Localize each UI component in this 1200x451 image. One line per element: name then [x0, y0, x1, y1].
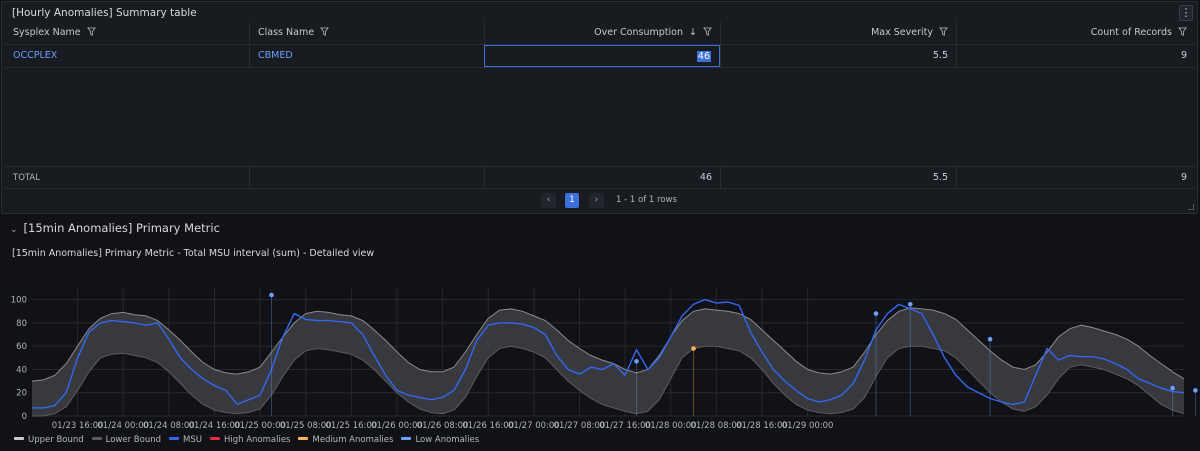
x-tick-label: 01/27 08:00	[554, 421, 606, 431]
legend-swatch	[169, 437, 180, 440]
lower-bound-line	[32, 345, 1185, 417]
pagination-info: 1 - 1 of 1 rows	[616, 195, 677, 205]
legend-label: Lower Bound	[105, 435, 162, 445]
y-tick-label: 80	[16, 319, 27, 329]
x-tick-label: 01/28 16:00	[736, 421, 788, 431]
low-anomaly-point	[987, 336, 993, 342]
x-tick-label: 01/28 08:00	[691, 421, 743, 431]
prev-page-button[interactable]: ‹	[541, 193, 556, 208]
x-tick-label: 01/27 16:00	[599, 421, 651, 431]
y-tick-label: 100	[11, 296, 27, 306]
column-header-over-consumption[interactable]: Over Consumption ↓	[484, 22, 720, 44]
filter-icon[interactable]	[939, 27, 948, 36]
column-label: Sysplex Name	[13, 27, 81, 38]
column-label: Count of Records	[1090, 27, 1172, 38]
legend-label: Low Anomalies	[415, 435, 480, 445]
legend-swatch	[209, 437, 220, 440]
y-tick-label: 60	[16, 342, 27, 352]
x-tick-label: 01/24 08:00	[143, 421, 195, 431]
footer-count: 9	[956, 167, 1195, 189]
y-tick-label: 20	[16, 389, 27, 399]
legend-label: High Anomalies	[223, 435, 291, 445]
legend-item-lower-bound[interactable]: Lower Bound	[91, 435, 162, 445]
sort-desc-icon[interactable]: ↓	[689, 27, 697, 38]
column-label: Over Consumption	[594, 27, 683, 38]
column-header-count[interactable]: Count of Records	[956, 22, 1195, 44]
low-anomaly-point	[1193, 388, 1198, 393]
row-section-header[interactable]: ⌄ [15min Anomalies] Primary Metric	[10, 221, 220, 235]
legend-label: Medium Anomalies	[312, 435, 394, 445]
x-tick-label: 01/24 16:00	[189, 421, 241, 431]
footer-empty	[249, 167, 484, 189]
low-anomaly-point	[269, 292, 274, 298]
upper-bound-line	[31, 307, 1185, 382]
filter-icon[interactable]	[1178, 27, 1187, 36]
cell-class-link[interactable]: CBMED	[249, 45, 484, 67]
panel-title: [Hourly Anomalies] Summary table	[12, 7, 197, 19]
low-anomaly-point	[907, 301, 913, 307]
column-label: Class Name	[258, 27, 315, 38]
filter-icon[interactable]	[703, 27, 712, 36]
pagination: ‹ 1 › 1 - 1 of 1 rows	[2, 193, 1199, 209]
chart-legend: Upper Bound Lower Bound MSU High Anomalies M…	[14, 435, 487, 447]
column-header-class[interactable]: Class Name	[249, 22, 484, 44]
footer-max-severity: 5.5	[720, 167, 956, 189]
legend-item-high-anomalies[interactable]: High Anomalies	[209, 435, 291, 445]
cell-sysplex-link[interactable]: OCCPLEX	[13, 50, 58, 61]
column-header-max-severity[interactable]: Max Severity	[720, 22, 956, 44]
legend-item-medium-anomalies[interactable]: Medium Anomalies	[298, 435, 393, 445]
page-1-button[interactable]: 1	[565, 193, 579, 208]
x-tick-label: 01/24 00:00	[97, 421, 149, 431]
msu-line	[32, 298, 1185, 409]
x-tick-label: 01/26 00:00	[371, 421, 423, 431]
cell-over-consumption[interactable]: 46	[484, 45, 720, 67]
legend-label: Upper Bound	[28, 435, 84, 445]
legend-item-upper-bound[interactable]: Upper Bound	[14, 435, 84, 445]
x-tick-label: 01/23 16:00	[52, 421, 104, 431]
footer-label: TOTAL	[13, 173, 40, 183]
x-tick-label: 01/26 08:00	[417, 421, 469, 431]
table-header-row: Sysplex Name Class Name Over Consumption…	[5, 22, 1195, 45]
y-tick-label: 40	[16, 365, 27, 375]
table-footer-row: TOTAL 46 5.5 9	[5, 166, 1195, 189]
cell-value: 46	[696, 51, 711, 62]
filter-icon[interactable]	[86, 27, 96, 36]
filter-icon[interactable]	[320, 27, 330, 36]
low-anomaly-point	[634, 359, 639, 364]
x-tick-label: 01/28 00:00	[645, 421, 697, 431]
chevron-down-icon[interactable]: ⌄	[10, 225, 18, 235]
panel-resize-handle[interactable]	[1188, 204, 1194, 210]
legend-swatch	[298, 437, 309, 440]
medium-anomaly-point	[691, 346, 696, 351]
legend-item-low-anomalies[interactable]: Low Anomalies	[401, 435, 479, 445]
x-tick-label: 01/25 16:00	[326, 421, 378, 431]
cell-max-severity: 5.5	[720, 45, 956, 67]
y-tick-label: 0	[22, 412, 27, 422]
footer-over-consumption: 46	[484, 167, 720, 189]
chart-panel-title: [15min Anomalies] Primary Metric - Total…	[12, 248, 375, 259]
low-anomaly-point	[1170, 385, 1175, 391]
x-tick-label: 01/25 08:00	[280, 421, 332, 431]
legend-swatch	[14, 437, 24, 440]
column-label: Max Severity	[871, 27, 933, 38]
legend-swatch	[401, 437, 412, 440]
row-section-title: [15min Anomalies] Primary Metric	[23, 221, 220, 235]
summary-table-panel: [Hourly Anomalies] Summary table ⋮ Syspl…	[1, 1, 1198, 214]
legend-swatch	[91, 437, 102, 440]
legend-label: MSU	[183, 435, 202, 445]
x-tick-label: 01/26 16:00	[462, 421, 514, 431]
next-page-button[interactable]: ›	[589, 193, 604, 208]
x-tick-label: 01/29 00:00	[782, 421, 834, 431]
column-header-sysplex[interactable]: Sysplex Name	[5, 22, 249, 44]
legend-item-msu[interactable]: MSU	[169, 435, 202, 445]
table-row[interactable]: OCCPLEX CBMED 46 5.5 9	[5, 45, 1195, 68]
kebab-menu-icon[interactable]: ⋮	[1179, 5, 1193, 21]
x-tick-label: 01/27 00:00	[508, 421, 560, 431]
cell-count: 9	[956, 45, 1195, 67]
x-tick-label: 01/25 00:00	[234, 421, 286, 431]
low-anomaly-point	[873, 311, 879, 316]
